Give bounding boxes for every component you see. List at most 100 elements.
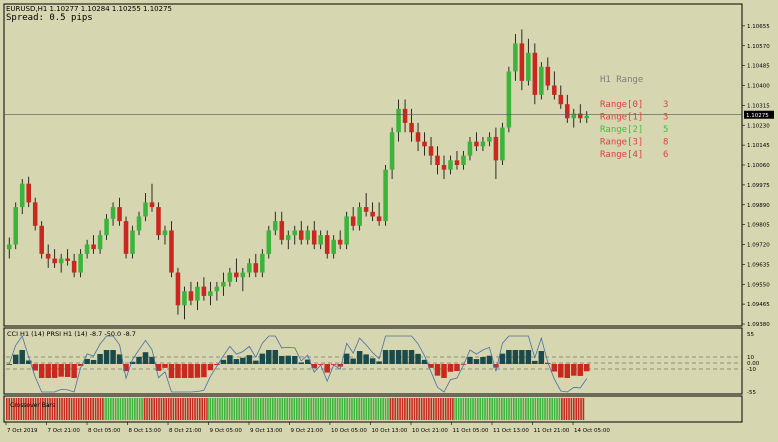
crossover-bar bbox=[124, 398, 127, 420]
candle-body bbox=[584, 115, 590, 119]
indicator-bar bbox=[253, 360, 259, 364]
candle-body bbox=[350, 216, 356, 226]
indicator-bar bbox=[486, 355, 493, 364]
price-tick-label: 1.10315 bbox=[747, 103, 770, 109]
crossover-bar bbox=[428, 398, 430, 420]
candle-body bbox=[117, 207, 122, 222]
crossover-bar bbox=[546, 398, 549, 420]
candle-body bbox=[409, 122, 414, 133]
candle-body bbox=[247, 263, 252, 273]
crossover-bar bbox=[179, 398, 182, 420]
price-tick-label: 1.10145 bbox=[747, 143, 770, 149]
crossover-bar bbox=[577, 398, 580, 420]
candle-body bbox=[493, 136, 499, 161]
indicator-bar bbox=[506, 350, 512, 364]
crossover-bar bbox=[416, 398, 418, 420]
crossover-bar bbox=[401, 398, 404, 420]
candle-body bbox=[558, 94, 564, 105]
crossover-bar bbox=[508, 398, 510, 420]
crossover-bar bbox=[153, 398, 156, 420]
crossover-bar bbox=[544, 398, 546, 420]
crossover-bar bbox=[58, 398, 61, 420]
crossover-bar bbox=[389, 398, 392, 420]
range-row-label: Range[2] bbox=[600, 125, 643, 135]
crossover-bar bbox=[341, 398, 344, 420]
crossover-bar bbox=[367, 398, 370, 420]
range-row-value: 8 bbox=[663, 138, 668, 148]
candle-body bbox=[454, 160, 460, 165]
candle-body bbox=[260, 253, 265, 273]
crossover-bar bbox=[317, 398, 320, 420]
crossover-bar bbox=[70, 398, 73, 420]
candle-body bbox=[143, 202, 148, 217]
time-tick-label: 11 Oct 21:00 bbox=[534, 428, 570, 434]
price-tick-label: 1.09805 bbox=[747, 223, 770, 229]
candle-body bbox=[214, 286, 220, 292]
crossover-bar bbox=[498, 398, 501, 420]
crossover-bar bbox=[73, 398, 75, 420]
crossover-bar bbox=[315, 398, 317, 420]
price-tick-label: 1.09465 bbox=[747, 302, 770, 308]
crossover-bar bbox=[501, 398, 503, 420]
crossover-bar bbox=[250, 398, 252, 420]
crossover-bar bbox=[141, 398, 143, 420]
indicator-bar bbox=[337, 364, 343, 367]
indicator-bar bbox=[32, 364, 38, 371]
crossover-bar bbox=[481, 398, 484, 420]
crossover-bar bbox=[203, 398, 206, 420]
crossover-bar bbox=[146, 398, 148, 420]
range-row-label: Range[1] bbox=[600, 113, 643, 123]
crossover-bar bbox=[377, 398, 380, 420]
crossover-bar bbox=[10, 398, 13, 420]
crossover-bar bbox=[541, 398, 544, 420]
indicator-bar bbox=[467, 357, 473, 364]
crossover-bar bbox=[151, 398, 153, 420]
indicator-level-label: 10 bbox=[747, 355, 754, 361]
crossover-bar bbox=[382, 398, 384, 420]
indicator-bar bbox=[408, 350, 415, 364]
crossover-bar bbox=[228, 398, 231, 420]
crossover-bar bbox=[56, 398, 58, 420]
crossover-bar bbox=[201, 398, 204, 420]
crossover-bar bbox=[556, 398, 558, 420]
crossover-bar bbox=[87, 398, 90, 420]
crossover-bar bbox=[6, 398, 8, 420]
crossover-bar bbox=[525, 398, 527, 420]
crossover-bar bbox=[452, 398, 454, 420]
time-tick-label: 7 Oct 21:00 bbox=[48, 428, 81, 434]
crossover-bar bbox=[15, 398, 18, 420]
candle-body bbox=[91, 244, 96, 250]
candle-body bbox=[467, 141, 473, 156]
indicator-bar bbox=[389, 350, 395, 364]
candle-body bbox=[532, 52, 538, 95]
spread-label: Spread: 0.5 pips bbox=[6, 13, 93, 23]
indicator-bar bbox=[512, 350, 519, 364]
crossover-bar bbox=[469, 398, 472, 420]
candle-body bbox=[363, 207, 369, 212]
crossover-bar bbox=[46, 398, 49, 420]
crossover-bar bbox=[238, 398, 240, 420]
strip-frame bbox=[3, 395, 743, 423]
candle-body bbox=[201, 286, 207, 296]
time-tick-label: 7 Oct 2019 bbox=[7, 428, 38, 434]
crossover-bar bbox=[75, 398, 78, 420]
crossover-bar bbox=[312, 398, 315, 420]
crossover-bar bbox=[457, 398, 460, 420]
indicator-bar bbox=[434, 364, 441, 376]
crossover-bar bbox=[303, 398, 305, 420]
crossover-bar bbox=[553, 398, 556, 420]
indicator-bar bbox=[480, 357, 486, 364]
crossover-bar bbox=[420, 398, 423, 420]
crossover-bar bbox=[211, 398, 214, 420]
candle-body bbox=[208, 291, 213, 296]
indicator-bar bbox=[415, 353, 421, 364]
crossover-bar bbox=[163, 398, 165, 420]
indicator-bar bbox=[499, 353, 506, 364]
crossover-bar bbox=[300, 398, 303, 420]
crossover-bar bbox=[432, 398, 435, 420]
indicator-bar bbox=[382, 350, 389, 364]
candle-body bbox=[110, 207, 116, 219]
candle-body bbox=[182, 291, 187, 306]
candle-body bbox=[396, 108, 401, 133]
